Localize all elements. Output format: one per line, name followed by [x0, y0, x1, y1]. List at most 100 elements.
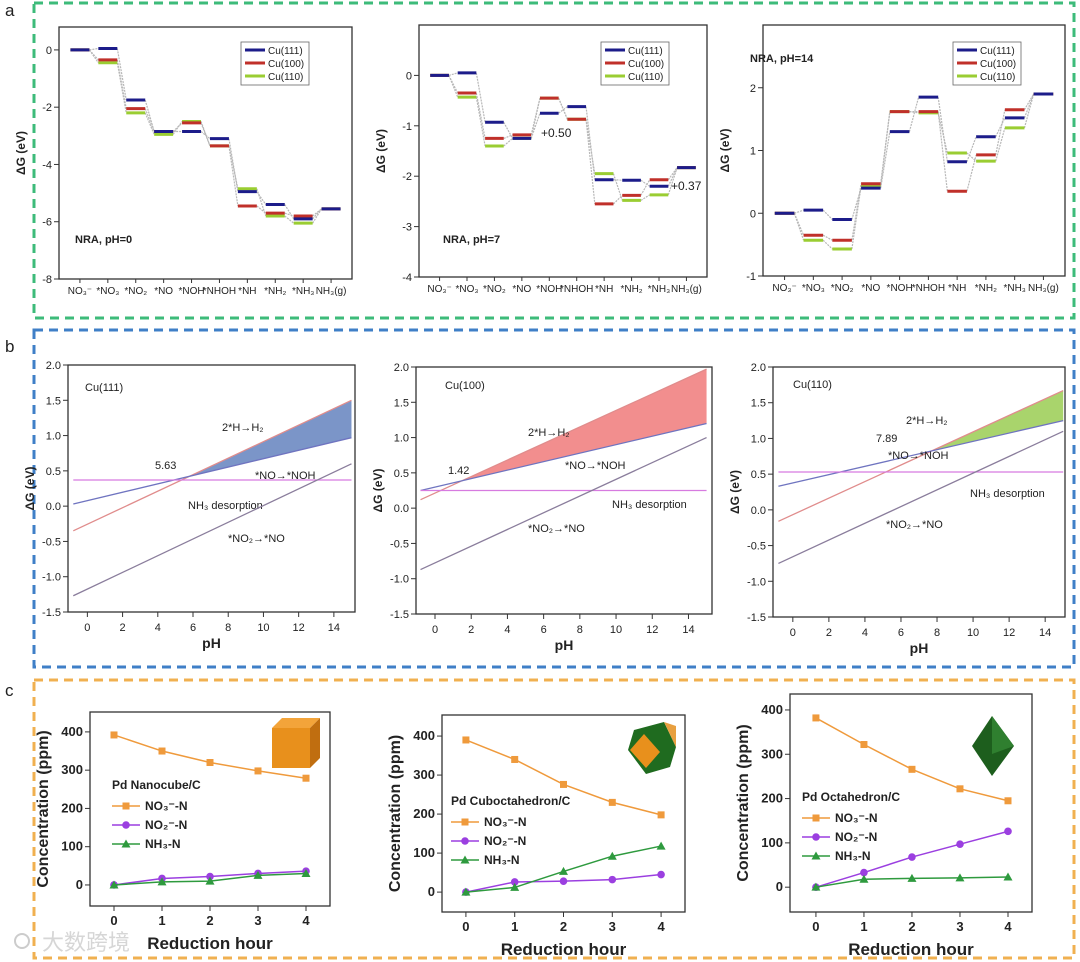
data-point [462, 736, 470, 744]
y-tick-label: -1.0 [42, 572, 61, 584]
legend-marker [122, 802, 130, 810]
legend-label: Cu(110) [268, 72, 303, 83]
level-connector [851, 186, 862, 250]
line-label: *NO₂→*NO [228, 533, 285, 545]
x-category-label: *NO₃ [96, 286, 119, 297]
x-category-label: *NH₃ [648, 284, 670, 295]
x-category-label: *NO₂ [124, 286, 147, 297]
y-axis-title: ΔG (eV) [14, 131, 28, 175]
x-tick-label: 0 [812, 919, 819, 934]
x-axis-title: Reduction hour [501, 940, 627, 959]
x-tick-label: 4 [302, 913, 310, 928]
level-connector [172, 121, 183, 135]
y-tick-label: 100 [413, 845, 435, 860]
y-tick-label: -4 [402, 272, 412, 284]
x-category-label: NH₃(g) [316, 286, 347, 297]
data-point [206, 759, 214, 767]
x-tick-label: 1 [511, 919, 518, 934]
data-point [859, 874, 869, 883]
level-connector [200, 131, 211, 140]
step-annotation: +0.37 [671, 179, 702, 193]
x-tick-label: 3 [254, 913, 261, 928]
y-tick-label: 200 [61, 800, 83, 815]
y-tick-label: 300 [761, 746, 783, 761]
y-axis-title: Concentration (ppm) [735, 724, 752, 881]
line-no2-to-no [420, 436, 707, 571]
x-category-label: *NH₂ [620, 284, 642, 295]
x-axis-title: pH [555, 637, 574, 653]
y-tick-label: 2.0 [751, 362, 766, 374]
data-point [301, 868, 311, 877]
y-tick-label: 0.5 [46, 466, 61, 478]
x-category-label: *NO [512, 284, 531, 295]
x-tick-label: 8 [225, 622, 231, 634]
data-point [656, 841, 666, 850]
level-connector [995, 117, 1006, 137]
x-tick-label: 3 [956, 919, 963, 934]
line-label: NH₃ desorption [970, 488, 1045, 500]
x-category-label: *NO₃ [456, 284, 479, 295]
intersection-ph-label: 1.42 [448, 465, 469, 477]
level-connector [909, 111, 919, 114]
chart-6: -1.5 -1.0 -0.5 0.0 0.5 1.0 1.5 2.0 0 2 4 6 8 10 12 14 pH… [728, 362, 1066, 656]
level-connector [851, 183, 862, 241]
x-axis-title: Reduction hour [848, 940, 974, 959]
y-tick-label: 0.5 [394, 468, 409, 480]
line-label: *NO→*NOH [255, 470, 316, 482]
data-point [860, 741, 868, 749]
x-axis-title: pH [910, 640, 929, 656]
data-point [860, 868, 868, 877]
level-connector [475, 92, 486, 139]
line-no2-to-no [73, 463, 352, 597]
x-tick-label: 1 [860, 919, 867, 934]
y-tick-label: 100 [61, 839, 83, 854]
data-point [206, 872, 214, 881]
chart-2: -4 -3 -2 -1 0 NO₃⁻ *NO₃ *NO₂ *NO *NOH*NHOH *NH *NH₂… [374, 24, 708, 295]
level-connector [995, 127, 1006, 162]
y-tick-label: 400 [61, 724, 83, 739]
intersection-ph-label: 5.63 [155, 460, 176, 472]
panel-frame [32, 1, 1076, 320]
y-tick-label: 0 [750, 208, 756, 220]
data-point [1003, 872, 1013, 881]
x-tick-label: 12 [1003, 627, 1015, 639]
level-connector [995, 109, 1006, 156]
x-category-label: *NH₃ [1003, 283, 1025, 294]
y-tick-label: 0.5 [751, 469, 766, 481]
level-connector [966, 136, 977, 163]
cube-front [272, 728, 310, 768]
watermark-icon [14, 933, 30, 949]
level-connector [822, 234, 833, 241]
level-connector [937, 111, 948, 192]
x-tick-label: 10 [257, 622, 269, 634]
line-label: *NO₂→*NO [528, 523, 585, 535]
y-tick-label: -1 [746, 271, 756, 283]
data-point [461, 887, 471, 896]
data-point [908, 765, 916, 773]
y-tick-label: -2 [42, 102, 52, 114]
data-point [157, 877, 167, 886]
x-tick-label: 10 [967, 627, 979, 639]
legend-label: Cu(100) [268, 59, 304, 70]
line-no2-to-no [778, 430, 1064, 565]
line-h2-evolution [778, 389, 1064, 522]
x-category-label: *NHOH [560, 284, 593, 295]
level-connector [667, 167, 678, 187]
y-tick-label: 1 [750, 146, 756, 158]
x-category-label: *NO₃ [802, 283, 825, 294]
level-connector [640, 194, 650, 201]
level-connector [558, 97, 568, 120]
chart-4: -1.5 -1.0 -0.5 0.0 0.5 1.0 1.5 2.0 0 2 4 6 8 10 12 14 pH… [23, 360, 356, 651]
x-category-label: *NH₂ [975, 283, 997, 294]
octa-face [992, 716, 1014, 754]
data-point [1004, 797, 1012, 805]
chart-9: 0 100 200 300 400 0 1 2 3 4 Reduction hour Concentr… [735, 693, 1033, 959]
x-tick-label: 0 [462, 919, 469, 934]
x-tick-label: 2 [120, 622, 126, 634]
x-tick-label: 0 [84, 622, 90, 634]
data-point [907, 873, 917, 882]
x-tick-label: 2 [560, 919, 567, 934]
cuboct-square-face [630, 734, 660, 768]
octahedron-icon [972, 716, 1014, 776]
data-point [607, 851, 617, 860]
